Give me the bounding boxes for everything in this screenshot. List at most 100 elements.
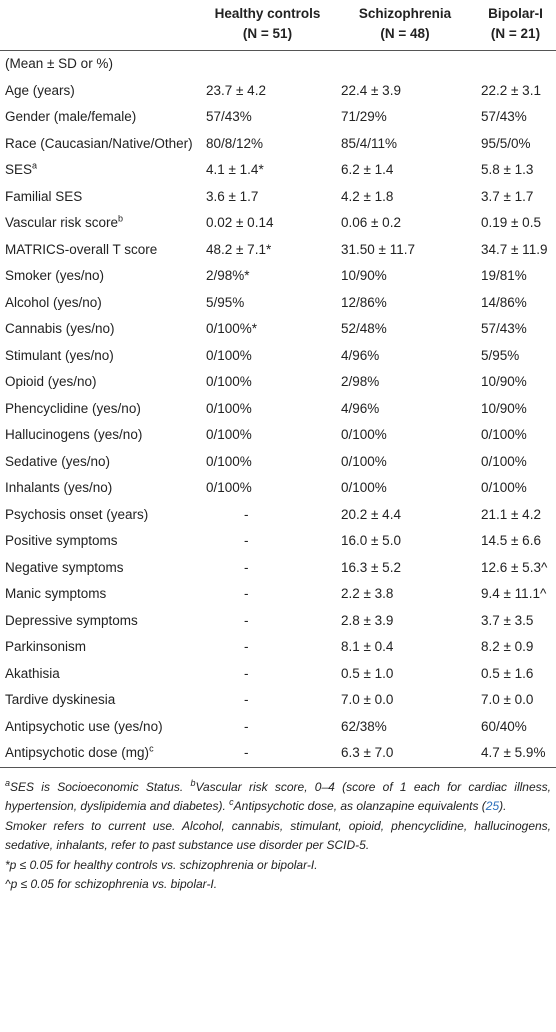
value-cell: 2.2 ± 3.8 bbox=[341, 586, 394, 601]
row-label: Parkinsonism bbox=[5, 639, 87, 654]
value-cell: 34.7 ± 11.9 bbox=[481, 241, 548, 257]
table-row: Tardive dyskinesia - 7.0 ± 0.0 7.0 ± 0.0 bbox=[0, 687, 556, 714]
row-label-sup: c bbox=[149, 743, 154, 754]
value-cell: - bbox=[244, 692, 249, 707]
value-cell: 6.2 ± 1.4 bbox=[341, 162, 394, 177]
row-label: MATRICS-overall T score bbox=[5, 241, 158, 257]
row-label: Race (Caucasian/Native/Other) bbox=[5, 135, 193, 151]
footnote-text: *p ≤ 0.05 for healthy controls vs. schiz… bbox=[5, 857, 318, 872]
row-label: Familial SES bbox=[5, 188, 83, 204]
row-label: Psychosis onset (years) bbox=[5, 506, 149, 522]
value-cell: 0/100% bbox=[206, 480, 252, 495]
row-label: Opioid (yes/no) bbox=[5, 374, 97, 389]
value-cell: 14.5 ± 6.6 bbox=[481, 533, 541, 548]
footnote-text: Antipsychotic dose, as olanzapine equiva… bbox=[233, 799, 486, 813]
row-label-cell: Cannabis (yes/no) bbox=[0, 316, 200, 343]
row-label: Smoker (yes/no) bbox=[5, 268, 105, 283]
row-label-cell: Positive symptoms bbox=[0, 528, 200, 555]
value-cell: 21.1 ± 4.2 bbox=[481, 506, 541, 522]
value-cell: 14/86% bbox=[481, 294, 527, 310]
value-cell: 0/100% bbox=[341, 480, 387, 495]
table-row: SESa 4.1 ± 1.4* 6.2 ± 1.4 5.8 ± 1.3 bbox=[0, 157, 556, 184]
value-cell: 0.19 ± 0.5 bbox=[481, 215, 541, 230]
column-name: Schizophrenia bbox=[358, 6, 452, 21]
footnote-text: ). bbox=[499, 799, 507, 813]
row-label: Stimulant (yes/no) bbox=[5, 347, 114, 363]
table-row: Age (years) 23.7 ± 4.2 22.4 ± 3.9 22.2 ± 3.… bbox=[0, 78, 556, 105]
value-cell: 0/100% bbox=[481, 480, 527, 495]
row-label: Akathisia bbox=[5, 665, 60, 681]
value-cell: 2/98%* bbox=[206, 268, 250, 283]
row-label-cell: Stimulant (yes/no) bbox=[0, 343, 200, 370]
value-cell: 10/90% bbox=[481, 400, 527, 416]
value-cell: 20.2 ± 4.4 bbox=[341, 506, 401, 522]
value-cell: 0/100% bbox=[481, 427, 527, 442]
value-cell: 4/96% bbox=[341, 400, 380, 416]
row-label-cell: Phencyclidine (yes/no) bbox=[0, 396, 200, 423]
table-row: Manic symptoms - 2.2 ± 3.8 9.4 ± 11.1^ bbox=[0, 581, 556, 608]
row-label: Vascular risk score bbox=[5, 215, 119, 230]
row-label-cell: Age (years) bbox=[0, 78, 200, 105]
row-label: Phencyclidine (yes/no) bbox=[5, 400, 141, 416]
table-row: Alcohol (yes/no) 5/95% 12/86% 14/86% bbox=[0, 290, 556, 317]
row-label: Antipsychotic dose (mg) bbox=[5, 745, 150, 760]
footnote: aSES is Socioeconomic Status. bVascular … bbox=[0, 778, 556, 817]
value-cell: - bbox=[244, 665, 249, 681]
value-cell: 0/100% bbox=[206, 427, 252, 442]
row-label: Sedative (yes/no) bbox=[5, 453, 111, 469]
value-cell: - bbox=[244, 745, 249, 760]
value-cell: 9.4 ± 11.1^ bbox=[481, 586, 547, 601]
value-cell: - bbox=[244, 586, 249, 601]
table-row: Parkinsonism - 8.1 ± 0.4 8.2 ± 0.9 bbox=[0, 634, 556, 661]
value-cell: 5/95% bbox=[206, 294, 245, 310]
row-label-cell: Vascular risk scoreb bbox=[0, 210, 200, 237]
value-cell: 0/100% bbox=[341, 453, 387, 469]
table-row: Gender (male/female) 57/43% 71/29% 57/43% bbox=[0, 104, 556, 131]
value-cell: - bbox=[244, 533, 249, 548]
row-label: Inhalants (yes/no) bbox=[5, 480, 113, 495]
value-cell: - bbox=[244, 506, 249, 522]
column-header: Schizophrenia (N = 48) bbox=[335, 0, 475, 51]
value-cell: 5.8 ± 1.3 bbox=[481, 162, 534, 177]
table-row: Familial SES 3.6 ± 1.7 4.2 ± 1.8 3.7 ± 1.7 bbox=[0, 184, 556, 211]
column-header: Bipolar-I (N = 21) bbox=[475, 0, 556, 51]
footnote: Smoker refers to current use. Alcohol, c… bbox=[0, 817, 556, 856]
row-label-cell: MATRICS-overall T score bbox=[0, 237, 200, 264]
row-label-cell: Gender (male/female) bbox=[0, 104, 200, 131]
row-label-cell: Tardive dyskinesia bbox=[0, 687, 200, 714]
value-cell: 0/100% bbox=[481, 453, 527, 469]
table-row: Akathisia - 0.5 ± 1.0 0.5 ± 1.6 bbox=[0, 661, 556, 688]
value-cell: 57/43% bbox=[206, 109, 252, 124]
value-cell: 2.8 ± 3.9 bbox=[341, 612, 394, 628]
row-label-cell: Inhalants (yes/no) bbox=[0, 475, 200, 502]
table-row: Positive symptoms - 16.0 ± 5.0 14.5 ± 6.6 bbox=[0, 528, 556, 555]
reference-link[interactable]: 25 bbox=[485, 799, 500, 813]
value-cell: 57/43% bbox=[481, 109, 527, 124]
value-cell: - bbox=[244, 612, 249, 628]
value-cell: 80/8/12% bbox=[206, 135, 264, 151]
row-label-cell: Akathisia bbox=[0, 661, 200, 688]
value-cell: 60/40% bbox=[481, 718, 527, 734]
row-label-cell: Opioid (yes/no) bbox=[0, 369, 200, 396]
table-row: Antipsychotic use (yes/no) - 62/38% 60/40% bbox=[0, 714, 556, 741]
row-label: Alcohol (yes/no) bbox=[5, 294, 102, 310]
row-label-cell: Familial SES bbox=[0, 184, 200, 211]
value-cell: 3.7 ± 1.7 bbox=[481, 188, 534, 204]
value-cell: 10/90% bbox=[481, 374, 527, 389]
value-cell: 57/43% bbox=[481, 321, 527, 336]
value-cell: 0/100% bbox=[341, 427, 387, 442]
footnote-marker: c bbox=[229, 797, 234, 807]
row-label-cell: Sedative (yes/no) bbox=[0, 449, 200, 476]
table-row: Negative symptoms - 16.3 ± 5.2 12.6 ± 5.3^ bbox=[0, 555, 556, 582]
column-n: (N = 51) bbox=[242, 26, 293, 41]
value-cell: 7.0 ± 0.0 bbox=[481, 692, 534, 707]
row-label-cell: Smoker (yes/no) bbox=[0, 263, 200, 290]
value-cell: 16.0 ± 5.0 bbox=[341, 533, 401, 548]
value-cell: 6.3 ± 7.0 bbox=[341, 745, 394, 760]
footnote: ^p ≤ 0.05 for schizophrenia vs. bipolar-… bbox=[0, 875, 556, 895]
value-cell: 2/98% bbox=[341, 374, 380, 389]
table-row: Hallucinogens (yes/no) 0/100% 0/100% 0/100% bbox=[0, 422, 556, 449]
row-label-cell: Antipsychotic use (yes/no) bbox=[0, 714, 200, 741]
value-cell: 8.1 ± 0.4 bbox=[341, 639, 394, 654]
